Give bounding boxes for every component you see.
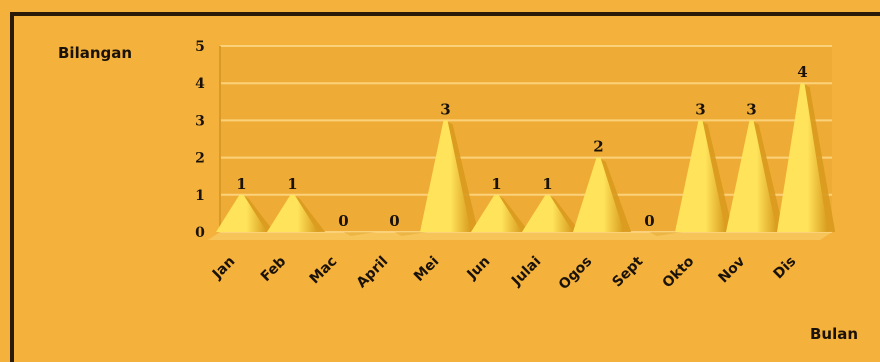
x-tick-label: Julai	[508, 254, 544, 290]
y-tick-label: 0	[195, 225, 205, 241]
data-label: 1	[287, 175, 297, 193]
x-tick-label: Mac	[307, 254, 341, 288]
x-tick-label: Sept	[609, 253, 646, 290]
data-peak-side	[624, 232, 683, 236]
y-axis-label: Bilangan	[58, 44, 133, 62]
data-label: 0	[644, 212, 654, 230]
y-tick-label: 5	[195, 39, 205, 55]
data-peak	[471, 194, 522, 232]
x-tick-label: Feb	[258, 254, 289, 285]
x-tick-label: Jan	[209, 254, 238, 283]
data-label: 1	[491, 175, 501, 193]
data-label: 2	[593, 138, 603, 156]
x-axis-label: Bulan	[810, 325, 859, 343]
chart-frame	[10, 12, 880, 362]
x-tick-label: Nov	[715, 254, 748, 287]
data-peak	[216, 194, 267, 232]
plot-area	[220, 46, 832, 232]
x-tick-label: Mei	[411, 254, 442, 285]
x-tick-label: Jun	[464, 254, 494, 284]
data-label: 4	[797, 63, 807, 81]
data-label: 3	[440, 100, 450, 118]
data-peak	[420, 120, 471, 232]
data-peak	[675, 120, 726, 232]
bar-chart: 0 1 2 3 4 5 1 Jan 1 Feb 0 Mac 0 April 3 Mei 1 Jun 1 Julai 2 O…	[195, 39, 836, 294]
y-tick-label: 1	[195, 188, 205, 204]
data-peak	[267, 194, 318, 232]
data-label: 1	[236, 175, 246, 193]
x-tick-label: Dis	[771, 254, 800, 283]
data-label: 0	[389, 212, 399, 230]
x-tick-label: Okto	[659, 253, 697, 291]
data-peak	[573, 157, 624, 232]
data-peak-side	[369, 232, 428, 236]
y-tick-label: 2	[195, 151, 205, 167]
plot-floor	[208, 232, 832, 240]
data-peak	[726, 120, 777, 232]
x-tick-label: Ogos	[556, 254, 596, 294]
data-peak	[522, 194, 573, 232]
data-label: 0	[338, 212, 348, 230]
data-label: 3	[746, 100, 756, 118]
data-peak-side	[318, 232, 377, 236]
y-tick-label: 4	[195, 76, 205, 92]
data-label: 3	[695, 100, 705, 118]
data-peak	[777, 83, 828, 232]
data-label: 1	[542, 175, 552, 193]
y-tick-label: 3	[195, 113, 205, 129]
x-tick-label: April	[354, 254, 392, 292]
